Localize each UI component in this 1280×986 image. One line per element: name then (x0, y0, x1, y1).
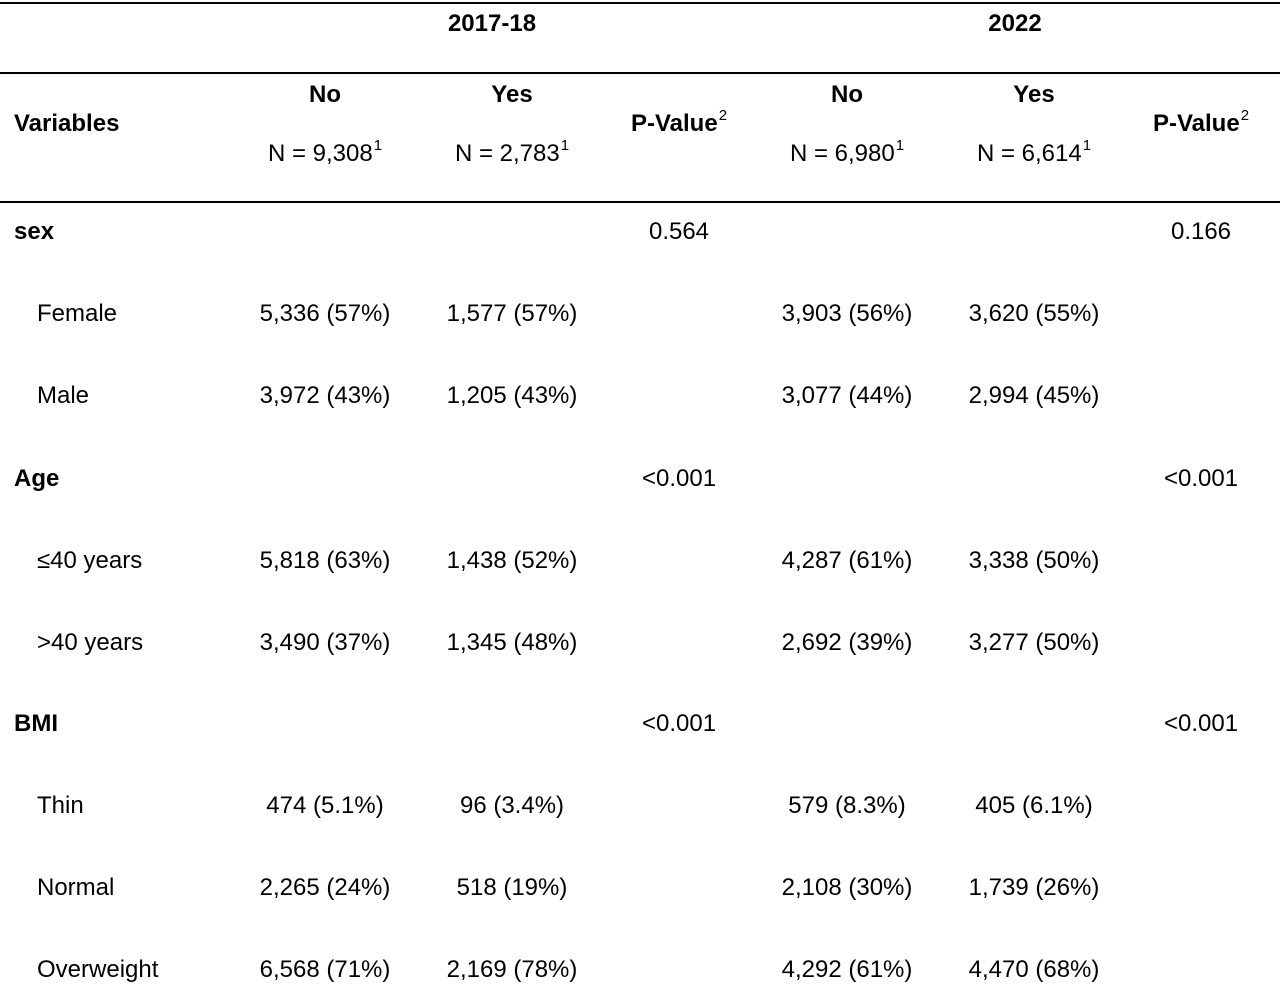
cell-2017-yes-overweight: 2,169 (78%) (446, 956, 578, 983)
row-label-female: Female (37, 300, 118, 327)
col-2022-yes-n: N = 6,6141 (976, 137, 1092, 167)
row-label-male: Male (37, 382, 90, 409)
col-2017-pvalue-header: P-Value2 (630, 107, 728, 137)
cell-2022-no-female: 3,903 (56%) (781, 300, 913, 327)
cell-2017-no-overweight: 6,568 (71%) (259, 956, 391, 983)
col-2022-no-n: N = 6,9801 (789, 137, 905, 167)
group-header-2017-18: 2017-18 (447, 10, 537, 37)
cell-2017-no-thin: 474 (5.1%) (266, 792, 384, 819)
cell-2022-no-male: 3,077 (44%) (781, 382, 913, 409)
cell-2022-no-age-le-40: 4,287 (61%) (781, 547, 913, 574)
row-label-sex: sex (14, 218, 55, 245)
cell-2022-yes-female: 3,620 (55%) (968, 300, 1100, 327)
pvalue-2017-age: <0.001 (641, 465, 717, 492)
pvalue-2022-sex: 0.166 (1170, 218, 1232, 245)
cell-2022-yes-normal: 1,739 (26%) (968, 874, 1100, 901)
cell-2017-no-female: 5,336 (57%) (259, 300, 391, 327)
row-label-overweight: Overweight (37, 956, 159, 983)
group-header-rule (0, 72, 1280, 74)
cell-2022-yes-age-le-40: 3,338 (50%) (968, 547, 1100, 574)
cell-2017-no-male: 3,972 (43%) (259, 382, 391, 409)
pvalue-2022-bmi: <0.001 (1163, 710, 1239, 737)
row-label-bmi: BMI (14, 710, 58, 737)
row-label-age-gt-40: >40 years (37, 629, 144, 656)
col-2022-yes-header: Yes (1013, 81, 1055, 108)
row-label-normal: Normal (37, 874, 115, 901)
row-label-age: Age (14, 465, 60, 492)
pvalue-2017-bmi: <0.001 (641, 710, 717, 737)
cell-2017-yes-normal: 518 (19%) (456, 874, 568, 901)
cell-2017-yes-female: 1,577 (57%) (446, 300, 578, 327)
col-2017-yes-n: N = 2,7831 (454, 137, 570, 167)
cell-2017-no-age-gt-40: 3,490 (37%) (259, 629, 391, 656)
cell-2022-no-thin: 579 (8.3%) (788, 792, 906, 819)
row-label-thin: Thin (37, 792, 84, 819)
cell-2022-yes-thin: 405 (6.1%) (975, 792, 1093, 819)
col-2022-no-header: No (831, 81, 863, 108)
col-2017-no-n: N = 9,3081 (267, 137, 383, 167)
cell-2017-no-age-le-40: 5,818 (63%) (259, 547, 391, 574)
cell-2022-no-age-gt-40: 2,692 (39%) (781, 629, 913, 656)
cell-2022-yes-overweight: 4,470 (68%) (968, 956, 1100, 983)
pvalue-2017-sex: 0.564 (648, 218, 710, 245)
col-2017-yes-header: Yes (491, 81, 533, 108)
cell-2022-no-overweight: 4,292 (61%) (781, 956, 913, 983)
pvalue-2022-age: <0.001 (1163, 465, 1239, 492)
col-2017-no-header: No (309, 81, 341, 108)
cell-2017-yes-age-gt-40: 1,345 (48%) (446, 629, 578, 656)
cell-2022-yes-male: 2,994 (45%) (968, 382, 1100, 409)
cell-2017-yes-thin: 96 (3.4%) (459, 792, 565, 819)
col-2022-pvalue-header: P-Value2 (1152, 107, 1250, 137)
cell-2017-yes-male: 1,205 (43%) (446, 382, 578, 409)
column-header-rule (0, 201, 1280, 203)
cell-2017-no-normal: 2,265 (24%) (259, 874, 391, 901)
cell-2017-yes-age-le-40: 1,438 (52%) (446, 547, 578, 574)
cell-2022-no-normal: 2,108 (30%) (781, 874, 913, 901)
group-header-2022: 2022 (988, 10, 1042, 37)
table-top-rule (0, 2, 1280, 4)
row-label-age-le-40: ≤40 years (37, 547, 143, 574)
variables-header: Variables (14, 110, 120, 137)
cell-2022-yes-age-gt-40: 3,277 (50%) (968, 629, 1100, 656)
